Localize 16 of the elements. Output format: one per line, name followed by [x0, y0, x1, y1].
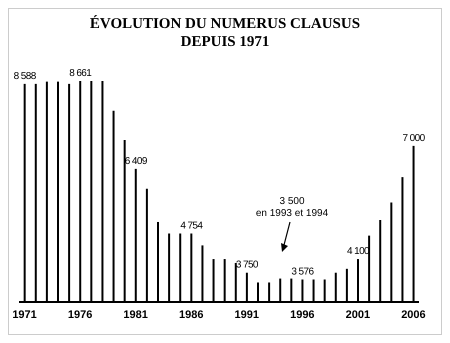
x-tick-label: 1991 — [234, 308, 260, 321]
x-tick-label: 1971 — [12, 308, 37, 321]
chart-title: ÉVOLUTION DU NUMERUS CLAUSUS DEPUIS 1971 — [88, 15, 362, 51]
data-label: 7 000 — [402, 132, 426, 144]
x-tick-label: 2006 — [401, 308, 426, 321]
data-label: 4 754 — [180, 220, 204, 232]
data-label: 3 576 — [291, 266, 314, 278]
x-tick-label: 2001 — [346, 308, 370, 321]
annotation: 3 500 en 1993 et 1994 — [254, 196, 330, 220]
data-label: 8 661 — [69, 68, 92, 79]
x-tick-label: 1996 — [290, 308, 315, 321]
x-tick-label: 1986 — [178, 308, 204, 321]
x-tick-label: 1981 — [123, 308, 148, 321]
data-label: 6 409 — [124, 156, 148, 167]
data-label: 8 588 — [14, 70, 37, 82]
x-tick-label: 1976 — [68, 308, 92, 321]
